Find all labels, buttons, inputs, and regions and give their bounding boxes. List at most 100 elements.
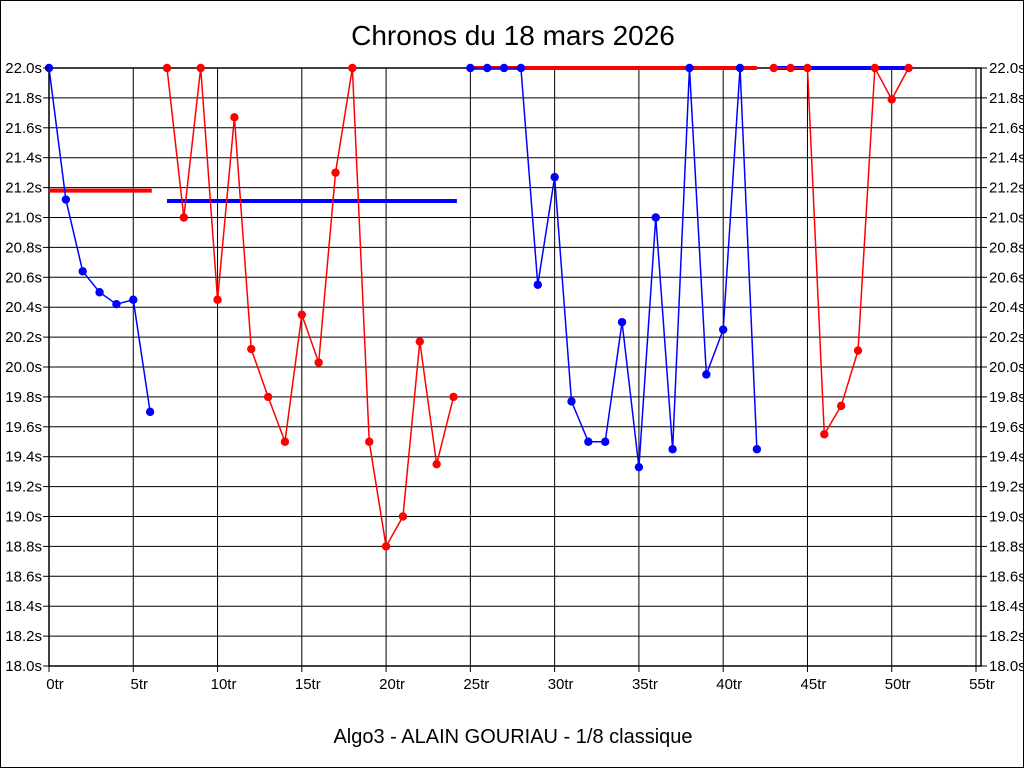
series-line-red-driver [166,67,455,549]
data-point-red-driver [853,346,863,355]
y-tick-label-left: 19.0s [5,509,42,526]
data-point-red-driver [904,63,913,73]
data-point-red-driver [870,63,880,73]
y-tick-label-right: 20.8s [989,239,1024,256]
data-point-blue-driver [685,63,694,73]
data-point-blue-driver [634,462,644,472]
y-tick-label-left: 20.8s [5,239,42,256]
y-tick-label-right: 19.8s [989,389,1024,406]
data-point-blue-driver [112,300,121,309]
data-point-blue-driver [516,63,526,73]
data-point-blue-driver [550,172,559,182]
data-point-blue-driver [617,317,627,327]
data-point-red-driver [415,337,424,346]
y-tick-label-left: 21.8s [5,90,42,107]
x-tick-label: 25tr [463,676,489,693]
y-tick-label-left: 18.0s [5,658,42,675]
data-point-red-driver [381,542,391,551]
x-tick-label: 35tr [632,676,658,693]
y-tick-label-right: 18.6s [989,568,1024,585]
y-tick-label-left: 19.8s [5,389,42,406]
y-tick-label-right: 21.4s [989,150,1024,167]
series-layer [44,63,913,551]
grid-layer [48,67,982,667]
data-point-blue-driver [651,213,660,222]
y-tick-label-left: 21.2s [5,180,42,197]
data-point-red-driver [803,63,812,73]
y-tick-label-left: 21.6s [5,120,42,137]
data-point-red-driver [247,344,256,354]
data-point-red-driver [365,437,374,446]
data-point-blue-driver [735,63,745,73]
data-point-red-driver [314,358,323,367]
data-point-red-driver [230,113,239,122]
y-tick-label-right: 19.6s [989,419,1024,436]
y-tick-label-left: 20.2s [5,329,42,346]
chart-subtitle: Algo3 - ALAIN GOURIAU - 1/8 classique [333,726,692,748]
series-line-blue-driver [48,67,151,412]
y-tick-label-right: 20.6s [989,269,1024,286]
y-tick-label-right: 18.8s [989,538,1024,555]
y-tick-label-left: 19.2s [5,479,42,496]
y-tick-label-right: 22.0s [989,60,1024,77]
x-tick-label: 5tr [131,676,149,693]
data-point-blue-driver [702,370,711,379]
y-tick-label-left: 20.4s [5,299,42,316]
y-tick-label-left: 19.4s [5,449,42,466]
x-tick-label: 15tr [295,676,321,693]
data-point-red-driver [213,295,222,304]
data-point-red-driver [331,168,340,177]
y-tick-label-left: 18.8s [5,538,42,555]
x-tick-label: 40tr [716,676,742,693]
data-point-red-driver [398,512,408,521]
data-point-blue-driver [584,437,593,446]
y-tick-label-left: 21.0s [5,210,42,227]
data-point-red-driver [196,63,205,73]
data-point-blue-driver [483,63,492,73]
data-point-blue-driver [601,437,610,446]
data-point-red-driver [280,437,290,446]
x-tick-label: 10tr [211,676,237,693]
y-tick-label-right: 18.4s [989,598,1024,615]
reference-lines-layer [49,66,909,204]
series-line-red-driver [773,65,910,437]
y-tick-label-left: 18.6s [5,568,42,585]
data-point-red-driver [162,63,172,73]
data-point-red-driver [786,63,795,73]
chart-title: Chronos du 18 mars 2026 [351,20,675,51]
y-tick-label-left: 22.0s [5,60,42,77]
data-point-red-driver [432,459,441,469]
y-tick-label-left: 21.4s [5,150,42,167]
data-point-red-driver [769,63,778,73]
data-point-blue-driver [61,195,71,204]
data-point-blue-driver [668,445,677,454]
data-point-blue-driver [95,288,104,297]
y-tick-label-right: 20.2s [989,329,1024,346]
data-point-blue-driver [499,63,509,73]
y-tick-label-right: 21.2s [989,180,1024,197]
x-tick-label: 55tr [969,676,995,693]
data-point-red-driver [263,392,273,402]
y-tick-label-right: 21.8s [989,90,1024,107]
y-tick-label-right: 21.0s [989,210,1024,227]
y-tick-label-right: 19.2s [989,479,1024,496]
axis-labels-layer: 22.0s 22.0s 21.8s 21.8s 21.6s 21.6s 21.4s 21.4s… [5,60,1024,693]
data-point-blue-driver [718,325,728,334]
y-tick-label-left: 18.4s [5,598,42,615]
data-point-red-driver [820,430,829,439]
y-tick-label-right: 19.4s [989,449,1024,466]
y-tick-label-right: 21.6s [989,120,1024,137]
data-point-red-driver [179,213,189,222]
y-tick-label-left: 18.2s [5,628,42,645]
y-tick-label-left: 20.6s [5,269,42,286]
data-point-blue-driver [533,280,542,289]
y-tick-label-right: 20.0s [989,359,1024,376]
data-point-red-driver [836,401,846,411]
y-tick-label-right: 18.2s [989,628,1024,645]
x-tick-label: 50tr [885,676,911,693]
data-point-blue-driver [129,295,138,304]
y-tick-label-left: 20.0s [5,359,42,376]
y-tick-label-right: 19.0s [989,509,1024,526]
